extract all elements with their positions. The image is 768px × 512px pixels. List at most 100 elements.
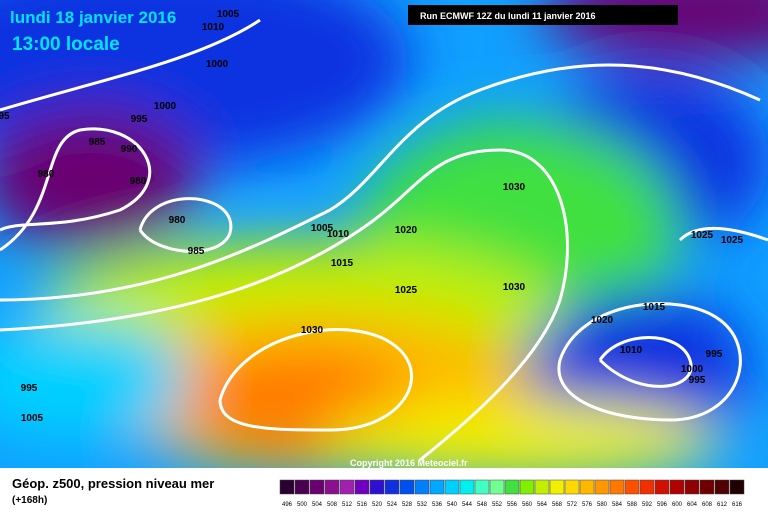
scale-label: 604 — [687, 502, 698, 508]
isobar-label: 1015 — [643, 302, 666, 313]
map-field — [0, 0, 768, 468]
scale-swatch — [444, 479, 460, 495]
scale-label: 592 — [642, 502, 653, 508]
isobar-label: 1030 — [503, 182, 526, 193]
scale-swatch — [549, 479, 565, 495]
scale-swatch — [414, 479, 430, 495]
scale-label: 536 — [432, 502, 443, 508]
scale-label: 616 — [732, 502, 743, 508]
time: 13:00 locale — [12, 34, 120, 55]
isobar-label: 1005 — [217, 9, 240, 20]
scale-label: 500 — [297, 502, 308, 508]
scale-label: 580 — [597, 502, 608, 508]
isobar-label: 1010 — [202, 22, 225, 33]
scale-swatch — [669, 479, 685, 495]
run-info: Run ECMWF 12Z du lundi 11 janvier 2016 — [420, 11, 596, 21]
scale-label: 508 — [327, 502, 338, 508]
footer-title: Géop. z500, pression niveau mer — [12, 476, 214, 491]
scale-swatch — [354, 479, 370, 495]
scale-swatch — [429, 479, 445, 495]
isobar-label: 995 — [689, 375, 706, 386]
isobar-label: 1030 — [301, 325, 324, 336]
isobar-label: 995 — [706, 349, 723, 360]
scale-label: 516 — [357, 502, 368, 508]
isobar-label: 95 — [0, 111, 10, 122]
copyright: Copyright 2016 Meteociel.fr — [350, 458, 468, 468]
scale-label: 544 — [462, 502, 473, 508]
scale-swatch — [279, 479, 295, 495]
scale-label: 528 — [402, 502, 413, 508]
isobar-label: 1005 — [311, 223, 334, 234]
isobar-label: 1000 — [206, 59, 229, 70]
scale-label: 552 — [492, 502, 503, 508]
isobar-label: 1010 — [327, 229, 350, 240]
isobar-label: 980 — [169, 215, 186, 226]
scale-swatch — [624, 479, 640, 495]
scale-swatch — [489, 479, 505, 495]
isobar-label: 1025 — [721, 235, 744, 246]
scale-swatch — [579, 479, 595, 495]
scale-swatch — [714, 479, 730, 495]
scale-label: 568 — [552, 502, 563, 508]
isobar-label: 1000 — [681, 364, 704, 375]
scale-label: 524 — [387, 502, 398, 508]
isobar-label: 1010 — [620, 345, 643, 356]
scale-swatch — [699, 479, 715, 495]
scale-label: 612 — [717, 502, 728, 508]
scale-swatch — [519, 479, 535, 495]
isobar-label: 985 — [188, 246, 205, 257]
scale-label: 540 — [447, 502, 458, 508]
isobar-label: 1020 — [395, 225, 418, 236]
isobars — [0, 18, 768, 462]
scale-swatch — [609, 479, 625, 495]
scale-swatch — [324, 479, 340, 495]
scale-label: 556 — [507, 502, 518, 508]
scale-label: 600 — [672, 502, 683, 508]
isobar-label: 1025 — [691, 230, 714, 241]
scale-swatch — [294, 479, 310, 495]
isobar-label: 985 — [89, 137, 106, 148]
scale-label: 560 — [522, 502, 533, 508]
isobar-label: 1030 — [503, 282, 526, 293]
isobar-label: 995 — [131, 114, 148, 125]
scale-label: 596 — [657, 502, 668, 508]
scale-label: 608 — [702, 502, 713, 508]
scale-swatch — [729, 479, 745, 495]
isobar-label: 1025 — [395, 285, 418, 296]
scale-swatch — [474, 479, 490, 495]
scale-label: 572 — [567, 502, 578, 508]
scale-swatch — [339, 479, 355, 495]
scale-swatch — [309, 479, 325, 495]
scale-swatch — [459, 479, 475, 495]
scale-swatch — [654, 479, 670, 495]
isobar-label: 990 — [121, 144, 138, 155]
scale-swatch — [639, 479, 655, 495]
scale-label: 548 — [477, 502, 488, 508]
scale-swatch — [384, 479, 400, 495]
isobar-label: 995 — [21, 383, 38, 394]
isobar-label: 1015 — [331, 258, 354, 269]
scale-swatch — [594, 479, 610, 495]
scale-swatch — [399, 479, 415, 495]
scale-label: 504 — [312, 502, 323, 508]
date: lundi 18 janvier 2016 — [10, 8, 176, 27]
isobar-label: 1005 — [21, 413, 44, 424]
footer-lead: (+168h) — [12, 495, 47, 506]
scale-label: 564 — [537, 502, 548, 508]
isobar-label: 980 — [130, 176, 147, 187]
scale-swatch — [504, 479, 520, 495]
scale-label: 512 — [342, 502, 353, 508]
scale-swatch — [534, 479, 550, 495]
scale-label: 520 — [372, 502, 383, 508]
scale-swatch — [369, 479, 385, 495]
isobar-label: 1020 — [591, 315, 614, 326]
scale-label: 496 — [282, 502, 293, 508]
isobar-label: 980 — [38, 169, 55, 180]
scale-label: 532 — [417, 502, 428, 508]
scale-swatch — [564, 479, 580, 495]
scale-label: 576 — [582, 502, 593, 508]
scale-label: 584 — [612, 502, 623, 508]
scale-swatch — [684, 479, 700, 495]
